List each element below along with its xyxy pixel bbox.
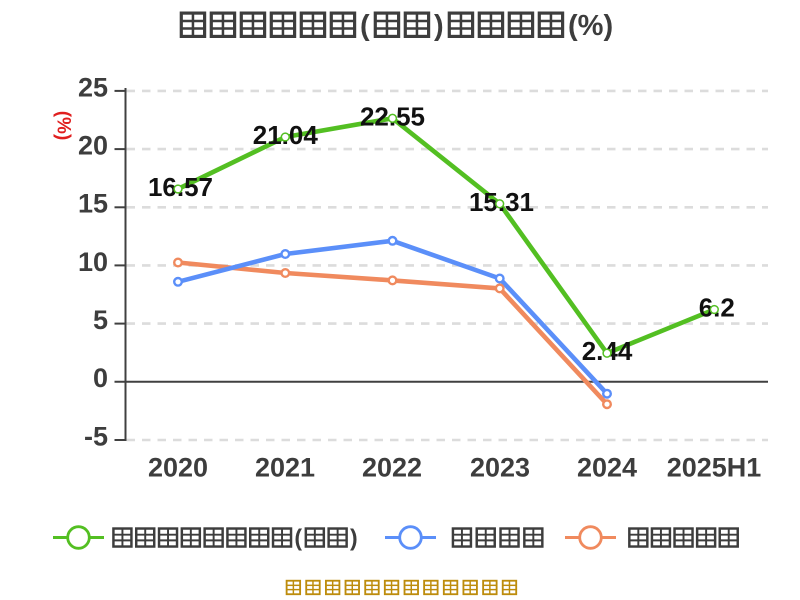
svg-text:10: 10 (78, 247, 108, 277)
svg-text:2022: 2022 (362, 453, 422, 483)
svg-text:(: ( (294, 525, 302, 551)
svg-text:2025H1: 2025H1 (667, 453, 762, 483)
svg-text:(%): (%) (53, 111, 74, 141)
svg-text:0: 0 (93, 363, 108, 393)
svg-text:15: 15 (78, 189, 108, 219)
svg-text:): ) (350, 525, 358, 551)
svg-text:2020: 2020 (148, 453, 208, 483)
svg-text:(: ( (360, 10, 370, 42)
svg-text:20: 20 (78, 131, 108, 161)
svg-text:5: 5 (93, 305, 108, 335)
svg-text:2021: 2021 (255, 453, 315, 483)
svg-text:(%): (%) (568, 10, 613, 42)
svg-text:-5: -5 (84, 421, 108, 451)
svg-text:25: 25 (78, 72, 108, 102)
svg-text:2024: 2024 (577, 453, 637, 483)
svg-text:2023: 2023 (470, 453, 530, 483)
svg-text:): ) (434, 10, 444, 42)
